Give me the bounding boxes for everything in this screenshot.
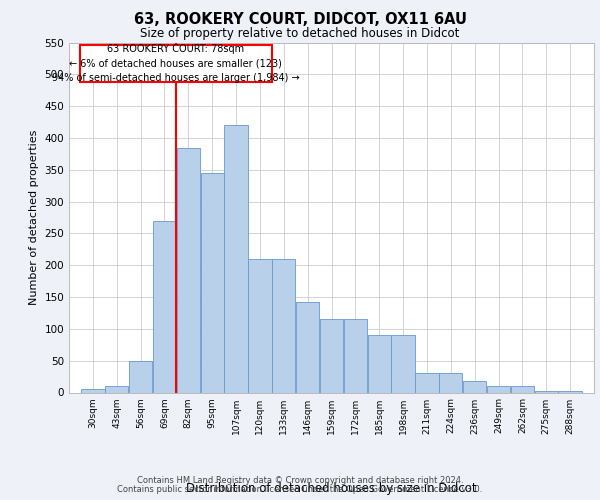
Text: 63, ROOKERY COURT, DIDCOT, OX11 6AU: 63, ROOKERY COURT, DIDCOT, OX11 6AU xyxy=(133,12,467,28)
Bar xyxy=(296,302,319,392)
X-axis label: Distribution of detached houses by size in Didcot: Distribution of detached houses by size … xyxy=(186,482,477,496)
Bar xyxy=(200,173,224,392)
Bar xyxy=(439,374,463,392)
Bar xyxy=(535,390,558,392)
Bar xyxy=(81,390,104,392)
Bar xyxy=(344,320,367,392)
Bar xyxy=(391,335,415,392)
Bar xyxy=(248,259,272,392)
Bar xyxy=(463,381,487,392)
Bar xyxy=(176,148,200,392)
Bar xyxy=(487,386,510,392)
Bar xyxy=(320,320,343,392)
Text: 63 ROOKERY COURT: 78sqm
← 6% of detached houses are smaller (123)
94% of semi-de: 63 ROOKERY COURT: 78sqm ← 6% of detached… xyxy=(52,44,300,84)
Bar xyxy=(272,259,295,392)
Text: Contains HM Land Registry data © Crown copyright and database right 2024.: Contains HM Land Registry data © Crown c… xyxy=(137,476,463,485)
Bar xyxy=(368,335,391,392)
Bar xyxy=(80,45,272,82)
Bar xyxy=(559,390,582,392)
Bar xyxy=(129,360,152,392)
Bar xyxy=(105,386,128,392)
Bar xyxy=(415,374,439,392)
Text: Contains public sector information licensed under the Open Government Licence v3: Contains public sector information licen… xyxy=(118,485,482,494)
Bar xyxy=(224,125,248,392)
Y-axis label: Number of detached properties: Number of detached properties xyxy=(29,130,39,305)
Bar xyxy=(511,386,534,392)
Bar xyxy=(153,220,176,392)
Text: Size of property relative to detached houses in Didcot: Size of property relative to detached ho… xyxy=(140,28,460,40)
